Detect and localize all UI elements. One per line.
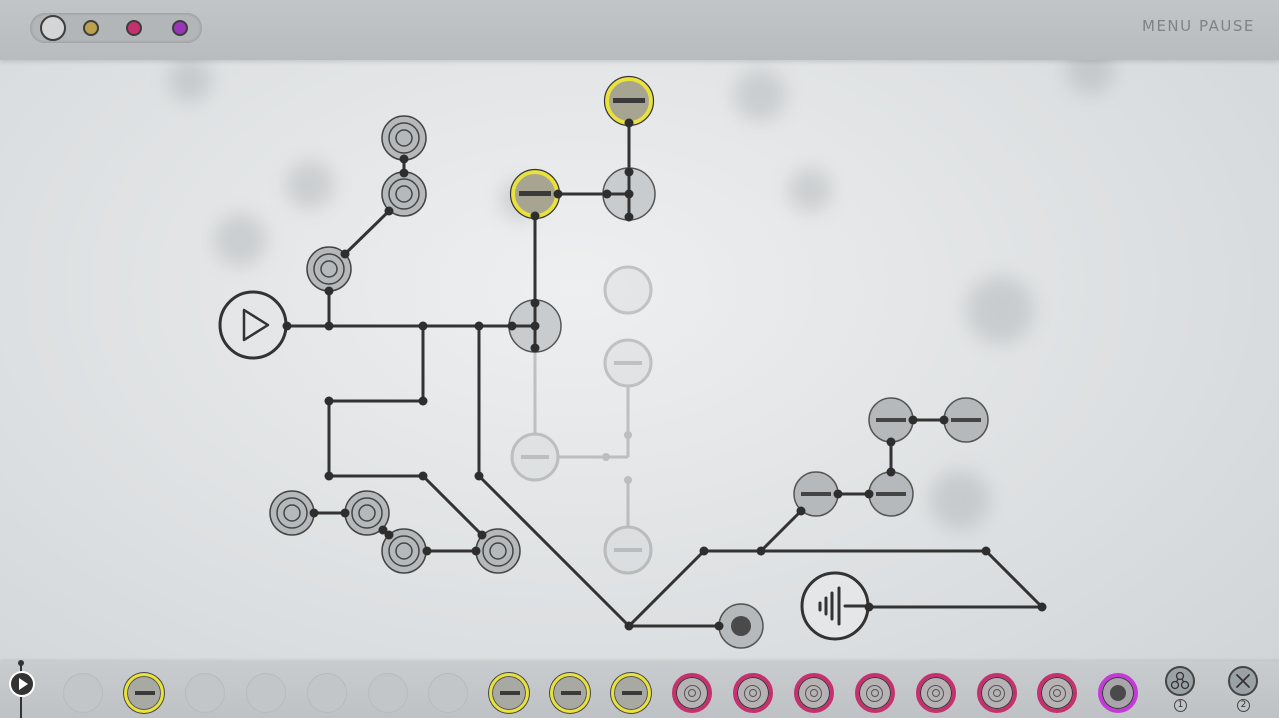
ring-icon (866, 684, 884, 702)
play-icon (19, 678, 28, 690)
palette-swatch-pink[interactable] (126, 20, 142, 36)
ring-inner-icon (992, 689, 1001, 697)
ring-inner-icon (1053, 689, 1062, 697)
ring-node (306, 246, 352, 292)
ring-icon (683, 684, 701, 702)
play-button[interactable] (9, 671, 35, 697)
ring-inner-icon (748, 689, 757, 697)
bar-icon (561, 691, 582, 695)
bar-node (868, 471, 914, 517)
inventory-slot-pink[interactable] (672, 673, 712, 713)
inventory-slot-pink[interactable] (793, 673, 834, 713)
menu-button[interactable]: MENU (1142, 17, 1193, 35)
network-tool-shortcut: 1 (1174, 699, 1187, 712)
inventory-slot-empty[interactable] (428, 673, 469, 713)
inventory-slot-yellow[interactable] (489, 673, 530, 713)
inventory-slot-empty[interactable] (245, 673, 286, 713)
inventory-slot-empty[interactable] (367, 673, 408, 713)
dot-icon (1110, 685, 1127, 701)
ring-inner-icon (931, 689, 940, 697)
timeline-marker-dot (18, 660, 24, 666)
palette-swatch-white[interactable] (40, 15, 66, 41)
inventory-slot-pink[interactable] (732, 673, 773, 713)
bar-icon (622, 691, 643, 695)
top-bar (0, 0, 1279, 60)
delete-tool-button[interactable] (1228, 666, 1258, 696)
network-tool-button[interactable] (1165, 666, 1195, 696)
inventory-slot-yellow[interactable] (550, 673, 591, 713)
ring-icon (744, 684, 762, 702)
ring-icon (805, 684, 823, 702)
pause-button[interactable]: PAUSE (1199, 17, 1255, 35)
inventory-slot-pink[interactable] (1037, 673, 1078, 713)
ring-inner-icon (870, 689, 879, 697)
inventory-slot-pink[interactable] (915, 673, 956, 713)
bar-icon (134, 691, 155, 695)
inventory-slot-yellow[interactable] (123, 673, 164, 713)
inventory-slot-pink[interactable] (854, 673, 895, 713)
ring-inner-icon (688, 689, 696, 697)
delete-tool-shortcut: 2 (1237, 699, 1250, 712)
palette-swatch-purple[interactable] (172, 20, 188, 36)
bar-node (943, 397, 989, 443)
close-icon (1236, 674, 1250, 688)
bar-icon (500, 691, 521, 695)
ghost-network (510, 265, 653, 575)
speaker-node[interactable] (800, 571, 870, 641)
network-icon (1170, 671, 1190, 690)
inventory-slot-empty[interactable] (306, 673, 347, 713)
inventory-slot-yellow[interactable] (611, 673, 652, 713)
dot-node[interactable] (718, 603, 764, 649)
ring-node (381, 115, 427, 161)
ring-icon (1048, 684, 1066, 702)
junction-dots (282, 118, 1047, 631)
ring-icon (988, 684, 1005, 702)
bar-nodes[interactable] (793, 397, 989, 517)
inventory-slot-empty[interactable] (63, 673, 103, 713)
inventory-slot-empty[interactable] (184, 673, 225, 713)
start-node[interactable] (218, 290, 288, 360)
yellow-bar-node (509, 168, 561, 220)
ring-node (269, 490, 315, 536)
inventory-slot-purple[interactable] (1098, 673, 1139, 713)
palette-swatch-gold[interactable] (83, 20, 99, 36)
ring-icon (927, 684, 945, 702)
bar-node (868, 397, 914, 443)
ring-nodes[interactable] (269, 115, 521, 574)
ring-inner-icon (809, 689, 818, 697)
yellow-bar-node (603, 75, 655, 127)
inventory-slot-pink[interactable] (976, 673, 1017, 713)
